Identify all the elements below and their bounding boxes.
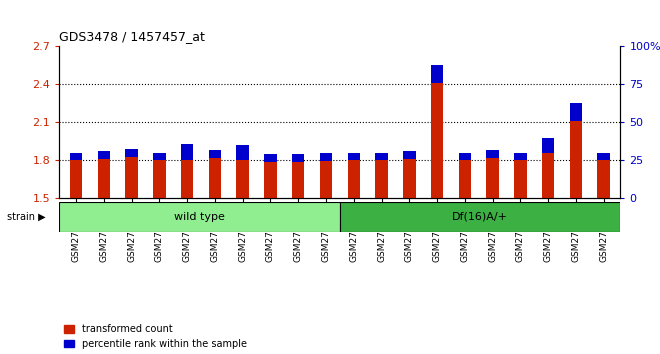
Bar	[209, 158, 221, 198]
Bar	[181, 160, 193, 198]
Text: strain ▶: strain ▶	[7, 212, 46, 222]
Bar	[340, 202, 620, 232]
Bar	[59, 202, 340, 232]
Bar	[264, 162, 277, 198]
Bar	[486, 150, 499, 158]
Text: wild type: wild type	[174, 212, 225, 222]
Bar	[292, 154, 304, 162]
Bar	[431, 64, 444, 83]
Bar	[125, 149, 138, 157]
Text: GDS3478 / 1457457_at: GDS3478 / 1457457_at	[59, 30, 205, 44]
Bar	[570, 103, 582, 121]
Bar	[403, 151, 416, 159]
Bar	[125, 157, 138, 198]
Bar	[98, 151, 110, 159]
Legend: transformed count, percentile rank within the sample: transformed count, percentile rank withi…	[64, 324, 247, 349]
Text: Df(16)A/+: Df(16)A/+	[452, 212, 508, 222]
Bar	[70, 153, 82, 160]
Bar	[153, 160, 166, 198]
Bar	[486, 158, 499, 198]
Bar	[319, 153, 332, 161]
Bar	[209, 150, 221, 158]
Bar	[514, 153, 527, 160]
Bar	[376, 160, 388, 198]
Bar	[264, 154, 277, 162]
Bar	[98, 159, 110, 198]
Bar	[292, 162, 304, 198]
Bar	[181, 144, 193, 160]
Bar	[236, 144, 249, 160]
Bar	[348, 153, 360, 160]
Bar	[376, 153, 388, 160]
Bar	[348, 160, 360, 198]
Bar	[153, 153, 166, 160]
Bar	[403, 159, 416, 198]
Bar	[597, 153, 610, 160]
Bar	[70, 160, 82, 198]
Bar	[459, 153, 471, 160]
Bar	[597, 160, 610, 198]
Bar	[514, 160, 527, 198]
Bar	[542, 138, 554, 153]
Bar	[570, 121, 582, 198]
Bar	[542, 153, 554, 198]
Bar	[319, 161, 332, 198]
Bar	[236, 160, 249, 198]
Bar	[459, 160, 471, 198]
Bar	[431, 83, 444, 198]
